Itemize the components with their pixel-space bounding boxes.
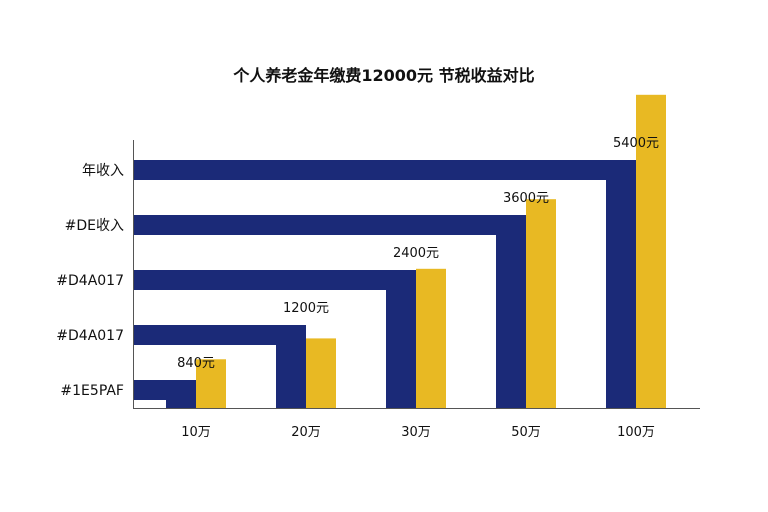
x-tick-label-4: 50万 bbox=[511, 425, 541, 440]
x-tick-label-3: 30万 bbox=[401, 425, 431, 440]
data-label-4: 3600元 bbox=[503, 191, 549, 206]
gold-bar-2 bbox=[306, 338, 336, 408]
row-label-2: #D4A017 bbox=[56, 328, 124, 344]
data-label-1: 840元 bbox=[177, 356, 215, 371]
gold-bar-layer bbox=[196, 94, 666, 409]
data-label-2: 1200元 bbox=[283, 301, 329, 316]
data-label-3: 2400元 bbox=[393, 246, 439, 261]
row-label-4: #DE收入 bbox=[65, 218, 124, 234]
gold-bar-3 bbox=[416, 268, 446, 408]
x-tick-label-5: 100万 bbox=[617, 425, 655, 440]
navy-column-4 bbox=[496, 215, 526, 408]
navy-column-5 bbox=[606, 160, 636, 408]
navy-band-5 bbox=[133, 160, 636, 180]
navy-connector-layer bbox=[133, 160, 636, 408]
navy-column-2 bbox=[276, 325, 306, 408]
gold-bar-5 bbox=[636, 94, 666, 409]
row-label-5: 年收入 bbox=[82, 163, 124, 179]
data-label-5: 5400元 bbox=[613, 136, 659, 151]
label-layer: 840元 #1E5PAF 10万 1200元 #D4A017 20万 2400元 #D4A01… bbox=[56, 136, 659, 440]
row-label-1: #1E5PAF bbox=[60, 383, 124, 399]
navy-column-3 bbox=[386, 270, 416, 408]
navy-band-3 bbox=[133, 270, 416, 290]
chart-title: 个人养老金年缴费12000元 节税收益对比 bbox=[232, 66, 534, 85]
gold-bar-4 bbox=[526, 199, 556, 408]
navy-column-1 bbox=[166, 380, 196, 408]
band-notch bbox=[134, 400, 165, 408]
gold-bar-1 bbox=[196, 359, 226, 408]
navy-band-2 bbox=[133, 325, 306, 345]
x-tick-label-2: 20万 bbox=[291, 425, 321, 440]
x-tick-label-1: 10万 bbox=[181, 425, 211, 440]
row-label-3: #D4A017 bbox=[56, 273, 124, 289]
navy-band-4 bbox=[133, 215, 526, 235]
